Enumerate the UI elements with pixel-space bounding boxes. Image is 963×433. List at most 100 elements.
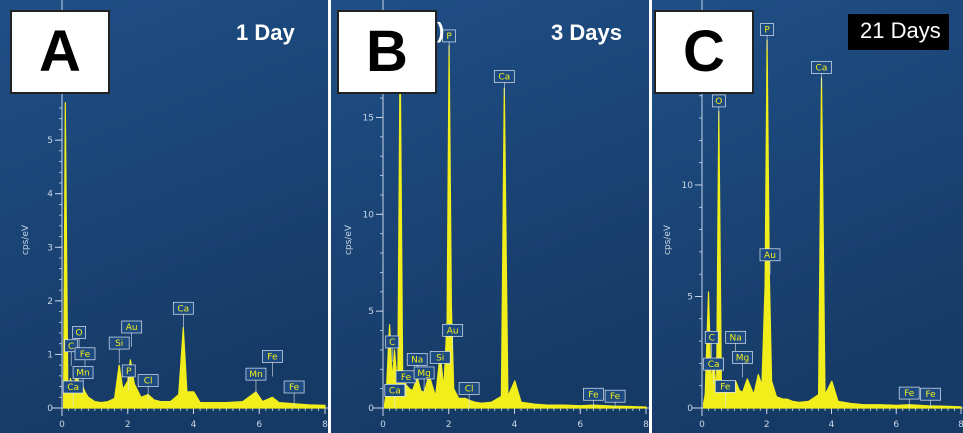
svg-text:Fe: Fe (401, 373, 412, 383)
svg-text:O: O (76, 328, 83, 338)
y-tick-label: 15 (363, 113, 374, 123)
y-tick-label: 10 (363, 210, 375, 220)
panel-letter-c: C (654, 10, 754, 94)
peak-label-au: Au (442, 323, 464, 351)
peak-label-mn: Mn (245, 367, 267, 395)
peak-label-fe: Fe (898, 386, 920, 408)
panel-title-c: 21 Days (848, 14, 949, 50)
svg-text:Na: Na (411, 355, 423, 365)
peak-label-fe: Fe (920, 387, 941, 408)
panel-title-fragment-b: ) (437, 18, 445, 43)
x-tick-label: 2 (764, 420, 770, 430)
peak-label-p: P (121, 364, 136, 391)
x-tick-label: 6 (893, 420, 899, 430)
x-tick-label: 0 (699, 420, 705, 430)
svg-text:C: C (389, 338, 395, 348)
svg-text:P: P (446, 32, 452, 42)
x-tick-label: 2 (125, 420, 131, 430)
x-tick-label: 4 (191, 420, 197, 430)
peak-label-fe: Fe (262, 350, 283, 377)
peak-label-na: Na (725, 330, 747, 358)
peak-label-p: P (442, 29, 456, 56)
x-tick-label: 8 (643, 420, 649, 430)
peak-label-ca: Ca (703, 357, 725, 385)
peak-label-fe: Fe (583, 387, 604, 408)
svg-text:P: P (764, 26, 770, 36)
svg-text:Fe: Fe (720, 382, 731, 392)
spectrum-series (703, 39, 962, 409)
svg-text:Fe: Fe (588, 390, 599, 400)
svg-text:Mn: Mn (249, 370, 262, 380)
y-tick-label: 0 (368, 404, 374, 414)
svg-text:Cl: Cl (144, 377, 153, 387)
svg-text:Fe: Fe (267, 352, 278, 362)
peak-label-si: Si (429, 351, 451, 378)
svg-text:Ca: Ca (177, 304, 189, 314)
svg-text:Fe: Fe (925, 390, 936, 400)
peak-label-fe: Fe (604, 389, 626, 408)
y-axis-label: cps/eV (21, 224, 31, 255)
peak-label-c: C (64, 339, 79, 366)
y-tick-label: 0 (47, 404, 53, 414)
svg-text:P: P (126, 367, 132, 377)
svg-text:Mg: Mg (417, 369, 430, 379)
svg-text:Au: Au (126, 323, 138, 333)
peak-label-ca: Ca (811, 61, 832, 88)
peak-label-fe: Fe (395, 370, 417, 397)
svg-text:C: C (68, 342, 74, 352)
y-tick-label: 3 (47, 243, 53, 253)
svg-text:Fe: Fe (610, 392, 621, 402)
peak-label-cl: Cl (458, 382, 480, 408)
svg-text:Cl: Cl (465, 384, 474, 394)
svg-text:Fe: Fe (904, 389, 915, 399)
svg-text:Na: Na (730, 333, 742, 343)
y-axis-label: cps/eV (344, 224, 354, 255)
panel-title-b: 3 Days (551, 20, 622, 45)
peak-label-p: P (760, 23, 774, 50)
panel-letter-a: A (10, 10, 110, 94)
svg-text:C: C (709, 333, 715, 343)
panel-letter-b: B (337, 10, 437, 94)
svg-text:Fe: Fe (289, 383, 300, 393)
peak-label-si: Si (108, 336, 130, 364)
peak-label-mg: Mg (732, 351, 753, 378)
peak-label-o: O (711, 94, 726, 121)
peak-label-ca: Ca (384, 384, 406, 408)
peak-label-ca: Ca (493, 70, 515, 97)
svg-text:Ca: Ca (498, 73, 510, 83)
peak-label-fe: Fe (283, 380, 305, 407)
y-tick-label: 0 (687, 404, 693, 414)
x-tick-label: 0 (380, 420, 386, 430)
y-tick-label: 5 (47, 136, 53, 146)
y-tick-label: 1 (47, 350, 53, 360)
peak-label-mg: Mg (413, 366, 435, 393)
svg-text:Mg: Mg (736, 353, 749, 363)
peak-label-c: C (704, 330, 719, 358)
x-tick-label: 4 (512, 420, 518, 430)
y-tick-label: 5 (687, 292, 693, 302)
y-tick-label: 2 (47, 297, 53, 307)
y-axis-label: cps/eV (663, 224, 673, 255)
x-tick-label: 6 (256, 420, 262, 430)
peak-label-ca: Ca (62, 380, 84, 407)
svg-text:Au: Au (764, 251, 776, 261)
panel-title-a: 1 Day (236, 20, 295, 45)
x-tick-label: 0 (59, 420, 65, 430)
svg-text:Mn: Mn (76, 369, 89, 379)
peak-label-c: C (385, 335, 400, 362)
svg-text:O: O (715, 97, 722, 107)
y-tick-label: 5 (368, 307, 374, 317)
y-tick-label: 10 (682, 181, 694, 191)
x-tick-label: 4 (829, 420, 835, 430)
peak-label-ca: Ca (172, 301, 194, 329)
y-tick-label: 4 (47, 190, 53, 200)
peak-label-au: Au (759, 248, 781, 275)
svg-text:Si: Si (115, 339, 123, 349)
panel-b: 0 5 10 15 0 2 4 6 8 cps/eV C Ca Fe Na Mg Si P Au Cl Ca Fe Fe … (331, 0, 649, 433)
peak-label-au: Au (121, 320, 143, 347)
x-tick-label: 6 (577, 420, 583, 430)
svg-text:Ca: Ca (816, 63, 828, 73)
x-tick-label: 8 (958, 420, 963, 430)
svg-text:Si: Si (436, 353, 444, 363)
